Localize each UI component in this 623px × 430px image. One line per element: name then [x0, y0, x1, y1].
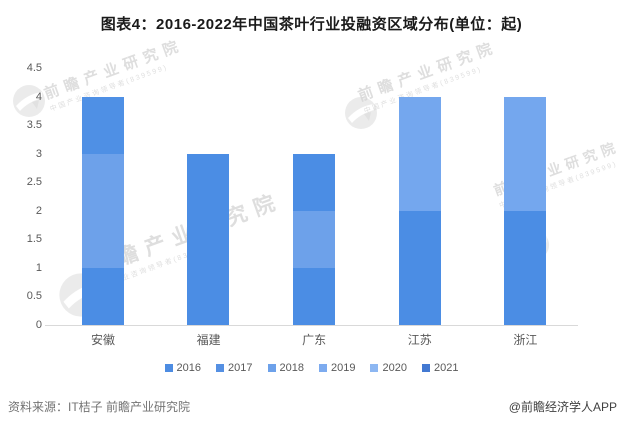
- bar-segment: [187, 153, 230, 325]
- bar-segment: [504, 210, 547, 325]
- bar-segment: [81, 96, 124, 154]
- bar-segment: [504, 96, 547, 211]
- legend-item-2019: 2019: [319, 362, 355, 374]
- legend: 2016 2017 2018 2019 2020 2021: [0, 362, 623, 374]
- bar-浙江: [504, 96, 547, 325]
- bar-安徽: [81, 96, 124, 325]
- legend-swatch-icon: [164, 364, 173, 372]
- y-tick-label: 4: [35, 90, 42, 103]
- bar-江苏: [398, 96, 441, 325]
- bar-segment: [81, 153, 124, 268]
- legend-swatch-icon: [267, 364, 276, 372]
- legend-label: 2020: [382, 362, 407, 374]
- legend-label: 2016: [176, 362, 202, 374]
- x-category-label: 福建: [196, 333, 221, 347]
- bar-福建: [187, 153, 230, 325]
- legend-swatch-icon: [421, 364, 430, 372]
- y-tick-label: 2: [35, 204, 42, 217]
- y-tick-label: 3.5: [26, 119, 42, 132]
- y-tick-label: 1: [35, 261, 42, 274]
- chart-title: 图表4：2016-2022年中国茶叶行业投融资区域分布(单位：起): [100, 16, 523, 33]
- x-category-label: 广东: [302, 333, 327, 347]
- credit-note: @前瞻经济学人APP: [508, 400, 617, 414]
- legend-label: 2021: [433, 362, 459, 374]
- y-tick-label: 1.5: [26, 233, 42, 246]
- x-category-label: 江苏: [407, 333, 432, 347]
- y-tick-label: 0.5: [26, 290, 42, 303]
- x-category-label: 浙江: [513, 333, 538, 347]
- y-tick-label: 3: [35, 147, 42, 160]
- legend-item-2020: 2020: [370, 362, 407, 374]
- bar-广东: [293, 153, 335, 325]
- y-tick-label: 2.5: [26, 176, 42, 189]
- legend-label: 2017: [228, 362, 253, 374]
- bar-segment: [398, 96, 441, 211]
- bar-segment: [81, 267, 124, 325]
- legend-swatch-icon: [370, 364, 379, 372]
- legend-item-2018: 2018: [267, 362, 304, 374]
- legend-label: 2018: [279, 362, 304, 374]
- bar-segment: [293, 210, 335, 268]
- x-axis-line: [45, 325, 578, 326]
- legend-item-2021: 2021: [421, 362, 459, 374]
- y-tick-label: 4.5: [26, 62, 42, 74]
- source-note: 资料来源：IT桔子 前瞻产业研究院: [8, 400, 190, 414]
- legend-item-2016: 2016: [164, 362, 202, 374]
- x-category-label: 安徽: [90, 333, 115, 347]
- legend-item-2017: 2017: [216, 362, 253, 374]
- bar-segment: [293, 153, 335, 211]
- legend-swatch-icon: [319, 364, 327, 372]
- bar-segment: [398, 210, 441, 325]
- legend-swatch-icon: [216, 364, 225, 372]
- legend-label: 2019: [331, 362, 356, 374]
- y-tick-label: 0: [35, 319, 42, 331]
- bar-segment: [293, 267, 335, 325]
